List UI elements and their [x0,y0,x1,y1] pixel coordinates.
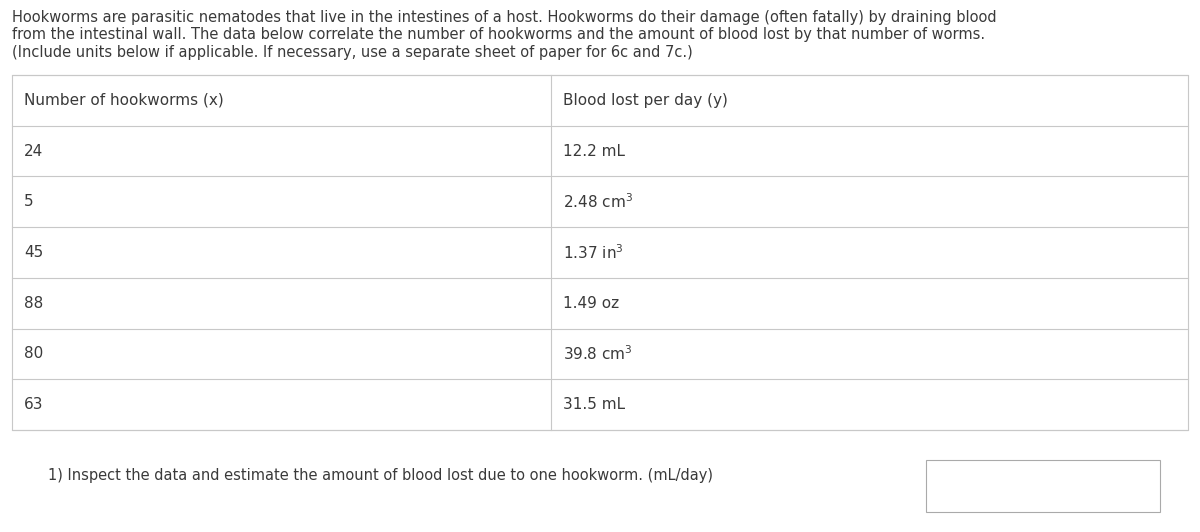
Text: 12.2 mL: 12.2 mL [563,144,625,159]
Text: 24: 24 [24,144,43,159]
Text: Hookworms are parasitic nematodes that live in the intestines of a host. Hookwor: Hookworms are parasitic nematodes that l… [12,10,997,25]
Text: 80: 80 [24,346,43,361]
Bar [12,75,1188,430]
Text: 1.37 in$^{3}$: 1.37 in$^{3}$ [563,243,623,262]
Bar [926,460,1160,512]
Text: Blood lost per day (y): Blood lost per day (y) [563,93,727,108]
Text: 63: 63 [24,397,43,412]
Text: 31.5 mL: 31.5 mL [563,397,625,412]
Text: 1.49 oz: 1.49 oz [563,296,619,311]
Text: 88: 88 [24,296,43,311]
Text: 2.48 cm$^{3}$: 2.48 cm$^{3}$ [563,193,632,211]
Text: (Include units below if applicable. If necessary, use a separate sheet of paper : (Include units below if applicable. If n… [12,45,692,60]
Text: 45: 45 [24,245,43,260]
Text: 1) Inspect the data and estimate the amount of blood lost due to one hookworm. (: 1) Inspect the data and estimate the amo… [48,468,713,484]
Text: Number of hookworms (x): Number of hookworms (x) [24,93,223,108]
Text: from the intestinal wall. The data below correlate the number of hookworms and t: from the intestinal wall. The data below… [12,28,985,43]
Text: 39.8 cm$^{3}$: 39.8 cm$^{3}$ [563,345,632,363]
Text: 5: 5 [24,194,34,209]
